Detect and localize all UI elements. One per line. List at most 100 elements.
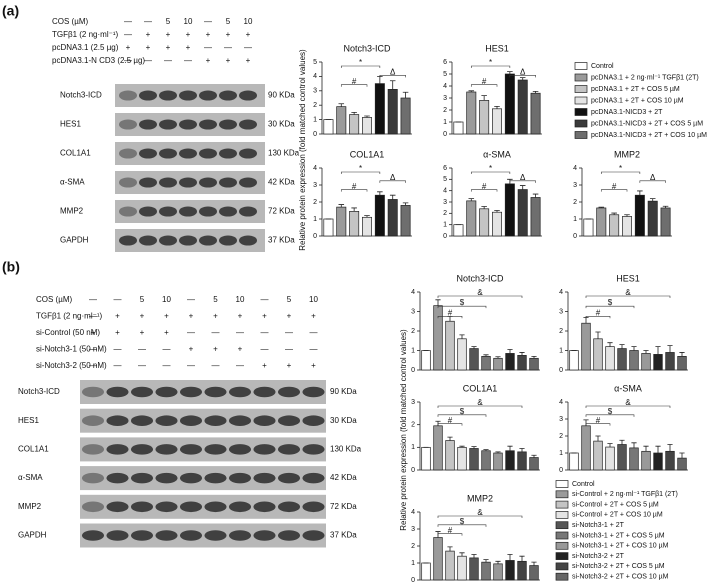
legend-label: si-Control + 2T + COS 10 µM <box>572 512 663 519</box>
chart-title: MMP2 <box>467 493 493 503</box>
blot-band <box>155 472 178 484</box>
treatment-cell: — <box>261 328 269 337</box>
error-bar <box>519 352 525 356</box>
bar <box>421 562 431 581</box>
treatment-cell: — <box>236 328 244 337</box>
treatment-cell: + <box>166 30 171 39</box>
treatment-cell: + <box>238 312 243 321</box>
bar <box>665 352 675 371</box>
error-bar <box>655 445 661 453</box>
significance-bracket <box>437 295 523 298</box>
treatment-cell: 5 <box>287 295 292 304</box>
blot-band <box>159 177 177 188</box>
treatment-cell: — <box>163 361 171 370</box>
y-tick-label: 4 <box>313 73 317 80</box>
bar <box>349 211 360 237</box>
blot-band <box>219 177 237 188</box>
bar <box>479 100 490 135</box>
significance-bracket <box>437 414 487 417</box>
blot-band <box>204 444 227 455</box>
error-bar <box>519 448 525 452</box>
error-bar <box>471 346 477 349</box>
error-bar <box>447 436 453 441</box>
bar <box>517 189 528 237</box>
significance-label: $ <box>608 298 613 307</box>
y-tick-label: 4 <box>411 289 415 296</box>
blot-band <box>239 148 257 159</box>
bar <box>493 452 503 471</box>
legend-swatch <box>574 131 588 139</box>
significance-bracket <box>437 533 463 536</box>
y-tick-label: 0 <box>313 233 317 240</box>
legend-swatch <box>574 62 588 70</box>
bar <box>596 207 607 237</box>
y-tick-label: 3 <box>443 199 447 206</box>
treatment-label: TGFβ1 (2 ng·ml⁻¹) <box>52 30 118 39</box>
error-bar <box>598 206 605 208</box>
error-bar <box>494 210 500 213</box>
significance-bracket <box>470 65 511 68</box>
bar <box>517 79 528 135</box>
error-bar <box>607 342 613 347</box>
significance-bracket <box>340 65 381 68</box>
y-tick-label: 4 <box>573 165 577 172</box>
y-tick-label: 3 <box>411 399 415 406</box>
y-tick-label: 0 <box>443 233 447 240</box>
bar <box>433 537 443 581</box>
significance-bracket <box>379 75 406 78</box>
bar <box>466 91 477 135</box>
blot-band <box>81 472 105 484</box>
significance-bracket <box>437 524 487 527</box>
significance-label: Δ <box>520 67 526 76</box>
blot-name: COL1A1 <box>60 149 91 158</box>
blot-band <box>179 177 197 188</box>
legend-swatch <box>574 119 588 128</box>
blot-band <box>253 444 276 455</box>
error-bar <box>649 198 656 202</box>
bar <box>400 205 411 237</box>
treatment-cell: — <box>184 56 192 65</box>
legend-label: Control <box>572 481 595 488</box>
bar <box>530 92 541 135</box>
error-bar <box>637 190 643 196</box>
error-bar <box>389 194 396 200</box>
treatment-cell: + <box>166 43 171 52</box>
treatment-label: si-Notch3-2 (50 nM) <box>36 361 107 370</box>
significance-bracket <box>585 405 671 408</box>
y-tick-label: 4 <box>559 399 563 406</box>
blot-name: GAPDH <box>18 531 47 540</box>
significance-bracket <box>585 423 611 426</box>
significance-label: & <box>477 508 483 517</box>
treatment-cell: — <box>138 361 146 370</box>
blot-band <box>277 444 301 455</box>
treatment-cell: — <box>89 295 97 304</box>
legend-swatch <box>555 541 569 550</box>
treatment-cell: + <box>226 56 231 65</box>
chart-title: Notch3-ICD <box>456 273 504 283</box>
error-bar <box>507 554 513 561</box>
blot-band <box>199 206 217 217</box>
legend-label: si-Notch3-2 + 2T + COS 5 µM <box>572 563 665 570</box>
treatment-cell: + <box>140 328 145 337</box>
blot-band <box>106 444 129 455</box>
bar <box>677 457 687 471</box>
y-tick-label: 1 <box>313 216 317 223</box>
blot-band <box>199 90 217 101</box>
y-tick-label: 1 <box>573 216 577 223</box>
blot-band <box>106 501 129 513</box>
legend-label: pcDNA3.1 + 2T + COS 10 µM <box>591 97 684 104</box>
blot-band <box>159 148 177 159</box>
blot-band <box>277 386 301 398</box>
blot-band <box>130 386 154 398</box>
significance-label: # <box>448 308 453 317</box>
blot-band <box>302 472 325 484</box>
error-bar <box>495 451 501 453</box>
treatment-cell: — <box>310 328 318 337</box>
bar <box>362 216 372 237</box>
y-tick-label: 1 <box>411 444 415 451</box>
y-tick-label: 0 <box>411 367 415 374</box>
chart-title: HES1 <box>485 43 509 53</box>
legend-label: si-Notch3-2 + 2T <box>572 553 625 560</box>
blot-name: MMP2 <box>60 207 84 216</box>
error-bar <box>351 207 357 212</box>
